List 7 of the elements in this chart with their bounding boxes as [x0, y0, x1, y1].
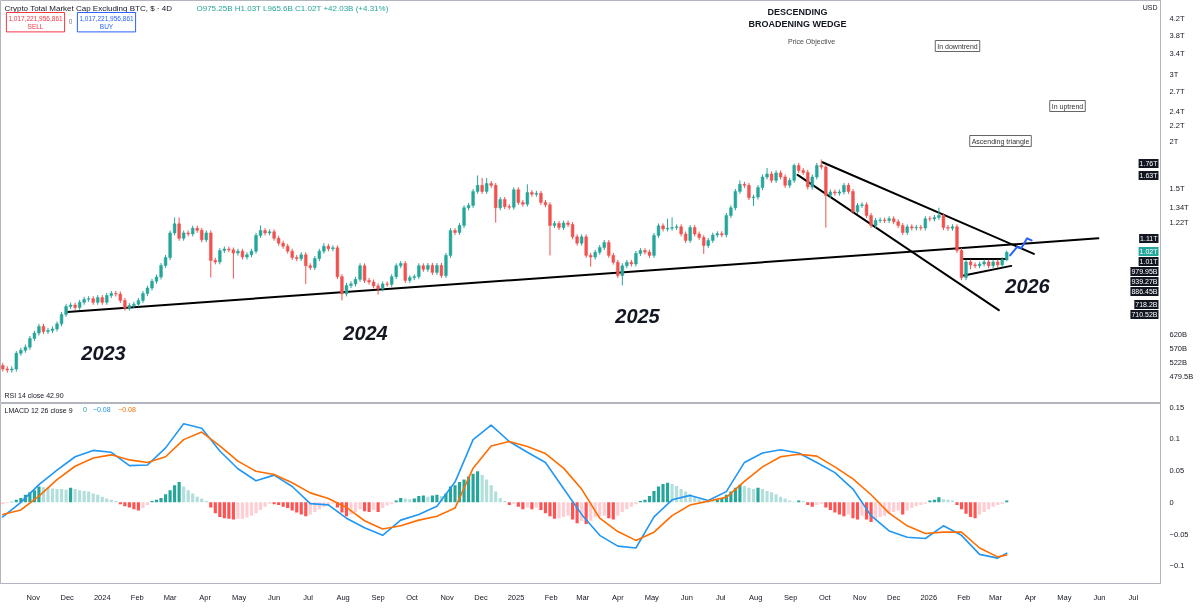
annotation: 2026 — [1004, 274, 1051, 297]
annotation: 2025 — [614, 304, 661, 327]
chart-title: Crypto Total Market Cap Excluding BTC, $ · 4D — [4, 3, 173, 13]
chart-subtitle: O975.25B H1.03T L965.6B C1.02T +42.03B (+4.31%) — [196, 3, 389, 13]
annotation: 2024 — [342, 321, 388, 344]
annotation: DESCENDING BROADENING WEDGE — [748, 6, 847, 29]
annotation: 2023 — [80, 341, 126, 364]
